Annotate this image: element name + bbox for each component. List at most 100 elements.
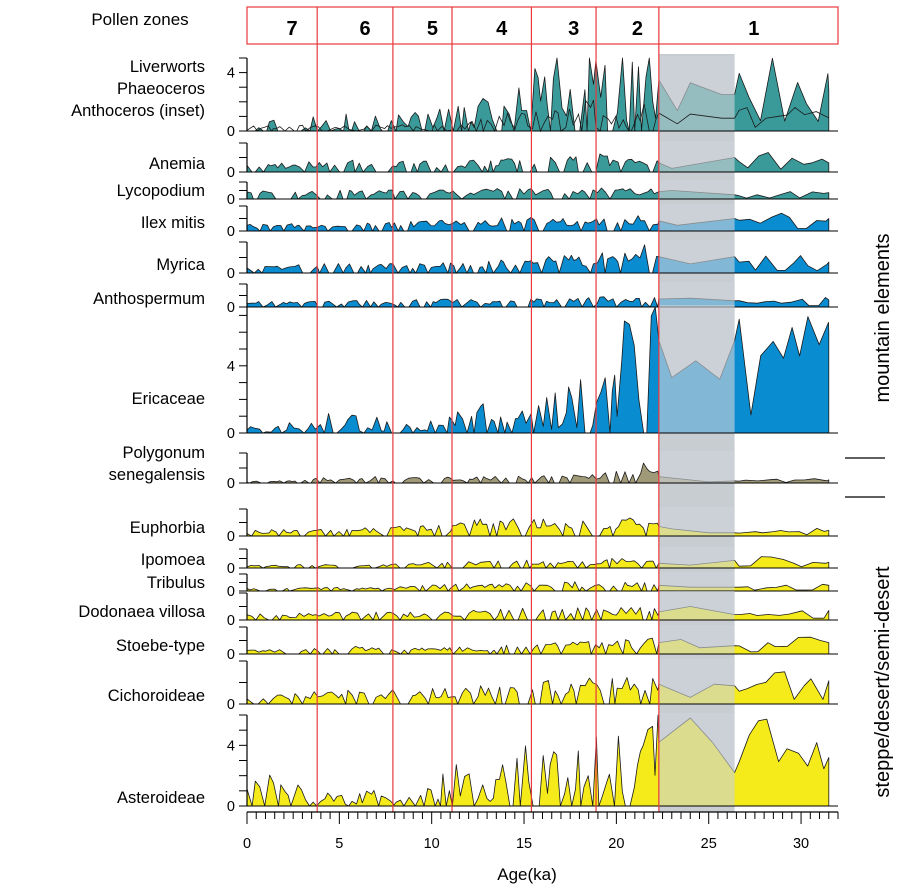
panel-tribulus: 0 Tribulus <box>147 572 838 600</box>
taxon-label: Cichoroideae <box>108 687 205 705</box>
taxon-label: Ipomoea <box>141 551 206 569</box>
taxon-label-line: Anthoceros (inset) <box>71 102 205 120</box>
panel-polygonum: 0 Polygonum senegalensis <box>109 444 838 492</box>
groups-layer: mountain elements steppe/desert/semi-dese… <box>845 234 894 798</box>
zone-label-6: 6 <box>359 18 370 40</box>
y-tick-label: 0 <box>227 124 235 140</box>
zone-label-3: 3 <box>568 18 579 40</box>
series-area <box>246 212 830 232</box>
y-tick-label: 4 <box>227 66 235 82</box>
panel-anemia: 0 Anemia <box>149 141 838 181</box>
zones-layer: 7 6 5 4 3 2 1 <box>246 6 839 812</box>
hiatus-veil <box>658 659 735 704</box>
panel-asteroideae: 0 4 Asteroideae <box>117 713 838 815</box>
zone-label-7: 7 <box>287 18 298 40</box>
taxon-label: Anemia <box>149 155 206 173</box>
x-tick-label: 15 <box>516 836 532 852</box>
x-tick-label: 5 <box>335 836 343 852</box>
taxon-label-line: Stoebe-type <box>116 637 205 655</box>
series-area <box>246 152 830 173</box>
series-area <box>246 244 830 274</box>
taxon-label-line: Asteroideae <box>117 789 205 807</box>
y-tick-label: 0 <box>227 697 235 713</box>
y-tick-label: 0 <box>227 647 235 663</box>
zone-label-1: 1 <box>748 18 759 40</box>
panel-myrica: 0 Myrica <box>156 240 838 282</box>
hiatus-veil <box>658 240 735 273</box>
x-tick-label: 10 <box>424 836 440 852</box>
hiatus-veil <box>658 625 735 654</box>
taxon-label-line: Phaeoceros <box>117 80 205 98</box>
y-tick-label: 4 <box>227 738 235 754</box>
axis-layer: 0 5 10 15 20 25 30 <box>243 811 839 852</box>
taxon-label-line: Anemia <box>149 155 206 173</box>
panel-ericaceae: 0 4 Ericaceae <box>132 305 838 442</box>
x-tick-label: 20 <box>608 836 624 852</box>
panel-liverworts: 0 4 Liverworts Phaeoceros Anthoceros (inset) <box>71 56 838 140</box>
taxon-label-line: Anthospermum <box>93 290 205 308</box>
zone-label-2: 2 <box>632 18 643 40</box>
taxon-label: Anthospermum <box>93 290 205 308</box>
y-tick-label: 0 <box>227 426 235 442</box>
taxon-label: Ericaceae <box>132 390 205 408</box>
taxon-label: Polygonum senegalensis <box>109 444 205 484</box>
series-area <box>246 636 830 655</box>
series-area <box>246 714 830 807</box>
hiatus-veil <box>658 451 735 483</box>
y-tick-label: 0 <box>227 561 235 577</box>
series-area <box>246 606 830 621</box>
y-tick-label: 4 <box>227 359 235 375</box>
hiatus-veil <box>658 204 735 231</box>
group-label-mountain: mountain elements <box>872 234 894 403</box>
taxon-label-line: Lycopodium <box>117 182 205 200</box>
series-area <box>246 581 830 592</box>
hiatus-veil <box>658 547 735 568</box>
zones-title: Pollen zones <box>91 10 188 29</box>
hiatus-veil <box>658 572 735 591</box>
y-tick-label: 0 <box>227 300 235 316</box>
taxon-label: Dodonaea villosa <box>78 603 205 621</box>
y-tick-label: 0 <box>227 613 235 629</box>
series-area <box>246 671 830 705</box>
panel-stoebe-type: 0 Stoebe-type <box>116 625 838 663</box>
taxon-label: Stoebe-type <box>116 637 205 655</box>
x-axis-title: Age(ka) <box>497 865 557 884</box>
taxon-label-line: Cichoroideae <box>108 687 205 705</box>
y-tick-label: 0 <box>227 165 235 181</box>
panel-lycopodium: 0 Lycopodium <box>117 180 838 208</box>
taxon-label-line: Ipomoea <box>141 551 206 569</box>
taxon-label: Myrica <box>156 256 205 274</box>
x-tick-label: 30 <box>793 836 809 852</box>
y-tick-label: 0 <box>227 799 235 815</box>
taxon-label: Euphorbia <box>130 519 206 537</box>
taxon-label: Lycopodium <box>117 182 205 200</box>
y-tick-label: 0 <box>227 476 235 492</box>
taxon-label-line: Myrica <box>156 256 205 274</box>
hiatus-veil <box>658 507 735 536</box>
y-tick-label: 0 <box>227 224 235 240</box>
taxon-label-line: senegalensis <box>109 466 205 484</box>
series-area <box>246 462 830 484</box>
hiatus-veil <box>658 713 735 806</box>
hiatus-veil <box>658 282 735 307</box>
taxon-label-line: Tribulus <box>147 574 205 592</box>
taxon-label-line: Ilex mitis <box>141 214 205 232</box>
x-tick-label: 0 <box>243 836 251 852</box>
taxon-label: Asteroideae <box>117 789 205 807</box>
zone-label-5: 5 <box>427 18 438 40</box>
x-tick-label: 25 <box>701 836 717 852</box>
series-area <box>246 306 830 434</box>
taxon-label-line: Liverworts <box>130 58 205 76</box>
inset-curve <box>246 99 830 133</box>
taxon-label-line: Euphorbia <box>130 519 206 537</box>
zones-box <box>246 6 839 45</box>
series-area <box>246 187 830 200</box>
taxon-label: Ilex mitis <box>141 214 205 232</box>
hiatus-veil <box>658 305 735 433</box>
series-area <box>246 517 830 537</box>
group-label-steppe: steppe/desert/semi-desert <box>872 566 894 798</box>
taxon-label: Tribulus <box>147 574 205 592</box>
y-tick-label: 0 <box>227 192 235 208</box>
y-tick-label: 0 <box>227 584 235 600</box>
